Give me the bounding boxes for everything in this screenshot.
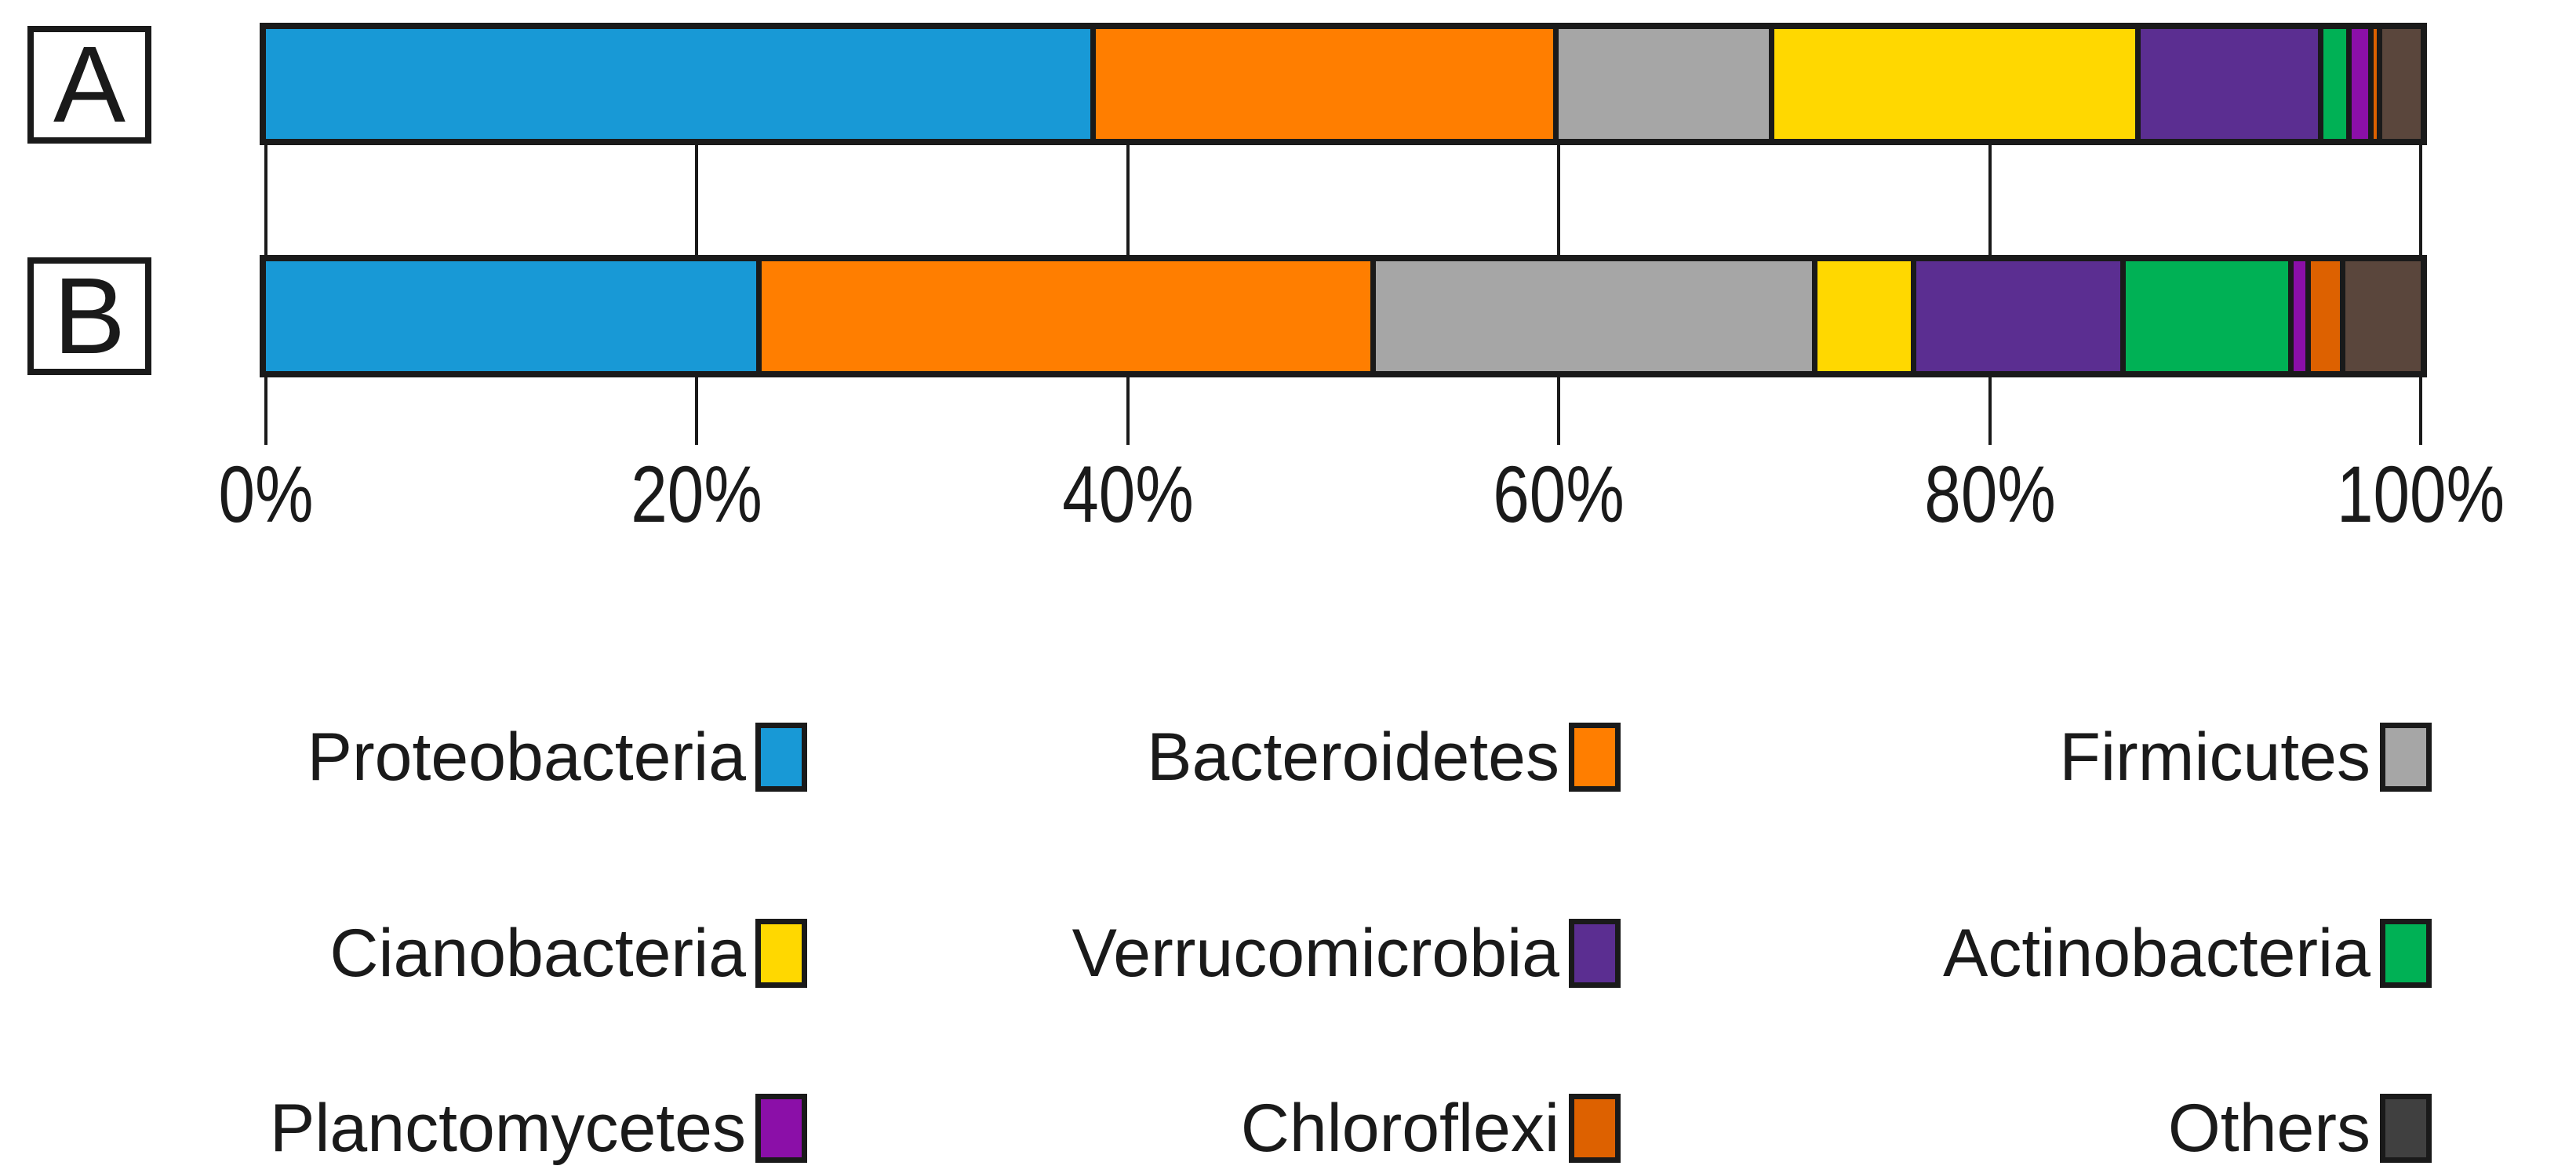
bar-b-segment-cianobacteria <box>1817 261 1917 371</box>
bar-a-segment-actinobacteria <box>2323 29 2352 139</box>
legend-label-cianobacteria: Cianobacteria <box>329 916 746 991</box>
bar-b <box>260 255 2427 377</box>
row-label-b: B <box>53 256 126 377</box>
legend-swatch-others <box>2380 1094 2432 1163</box>
axis-tick-line-20 <box>695 145 699 255</box>
axis-tick-label-40: 40% <box>1062 450 1194 539</box>
bar-b-segment-proteobacteria <box>266 261 762 371</box>
bar-b-segment-verrucomicrobia <box>1916 261 2126 371</box>
legend-item-bacteroidetes: Bacteroidetes <box>1147 718 1621 796</box>
legend-label-others: Others <box>2167 1091 2370 1166</box>
axis-tick-line-100 <box>2419 145 2422 255</box>
legend-item-proteobacteria: Proteobacteria <box>307 718 807 796</box>
legend-item-chloroflexi: Chloroflexi <box>1241 1089 1621 1168</box>
axis-tick-label-0: 0% <box>218 450 314 539</box>
axis-tick-line-40 <box>1126 145 1130 255</box>
axis-tick-line-20 <box>695 377 699 445</box>
bar-b-segment-others <box>2345 261 2421 371</box>
axis-tick-label-100: 100% <box>2337 450 2505 539</box>
bar-a-segment-bacteroidetes <box>1095 29 1559 139</box>
legend-swatch-bacteroidetes <box>1569 723 1621 792</box>
legend-label-chloroflexi: Chloroflexi <box>1240 1091 1559 1166</box>
bar-b-segment-bacteroidetes <box>761 261 1376 371</box>
legend-item-planctomycetes: Planctomycetes <box>270 1089 807 1168</box>
axis-tick-line-0 <box>264 145 267 255</box>
legend-item-firmicutes: Firmicutes <box>2059 718 2432 796</box>
bar-a <box>260 23 2427 145</box>
legend-swatch-proteobacteria <box>755 723 807 792</box>
axis-tick-line-100 <box>2419 377 2422 445</box>
bar-a-segment-planctomycetes <box>2352 29 2374 139</box>
bar-a-segment-cianobacteria <box>1774 29 2141 139</box>
bar-b-segment-chloroflexi <box>2310 261 2345 371</box>
legend-item-cianobacteria: Cianobacteria <box>329 914 807 993</box>
legend-label-planctomycetes: Planctomycetes <box>269 1091 746 1166</box>
row-label-a: A <box>53 24 126 145</box>
legend-swatch-planctomycetes <box>755 1094 807 1163</box>
bar-b-segment-actinobacteria <box>2125 261 2294 371</box>
row-label-box-b: B <box>27 257 151 375</box>
bar-a-segment-verrucomicrobia <box>2140 29 2324 139</box>
legend-label-proteobacteria: Proteobacteria <box>307 719 746 795</box>
legend-label-bacteroidetes: Bacteroidetes <box>1147 719 1559 795</box>
bar-a-segment-firmicutes <box>1559 29 1774 139</box>
legend-swatch-chloroflexi <box>1569 1094 1621 1163</box>
legend-swatch-verrucomicrobia <box>1569 919 1621 988</box>
legend-swatch-cianobacteria <box>755 919 807 988</box>
axis-tick-line-80 <box>1988 377 1992 445</box>
axis-tick-line-40 <box>1126 377 1130 445</box>
legend-label-actinobacteria: Actinobacteria <box>1943 916 2370 991</box>
legend-swatch-firmicutes <box>2380 723 2432 792</box>
legend-label-verrucomicrobia: Verrucomicrobia <box>1072 916 1559 991</box>
axis-tick-label-80: 80% <box>1923 450 2056 539</box>
legend-label-firmicutes: Firmicutes <box>2059 719 2370 795</box>
bar-b-segment-firmicutes <box>1375 261 1817 371</box>
bar-a-segment-proteobacteria <box>266 29 1096 139</box>
legend-item-others: Others <box>2168 1089 2432 1168</box>
bar-b-segment-planctomycetes <box>2293 261 2311 371</box>
axis-tick-label-60: 60% <box>1493 450 1625 539</box>
row-label-box-a: A <box>27 26 151 144</box>
axis-tick-label-20: 20% <box>631 450 763 539</box>
legend-item-verrucomicrobia: Verrucomicrobia <box>1072 914 1621 993</box>
bar-a-segment-others <box>2381 29 2421 139</box>
legend-item-actinobacteria: Actinobacteria <box>1943 914 2432 993</box>
axis-tick-line-0 <box>264 377 267 445</box>
axis-tick-line-60 <box>1557 145 1561 255</box>
axis-tick-line-60 <box>1557 377 1561 445</box>
legend-swatch-actinobacteria <box>2380 919 2432 988</box>
bar-a-segment-chloroflexi <box>2373 29 2382 139</box>
axis-tick-line-80 <box>1988 145 1992 255</box>
